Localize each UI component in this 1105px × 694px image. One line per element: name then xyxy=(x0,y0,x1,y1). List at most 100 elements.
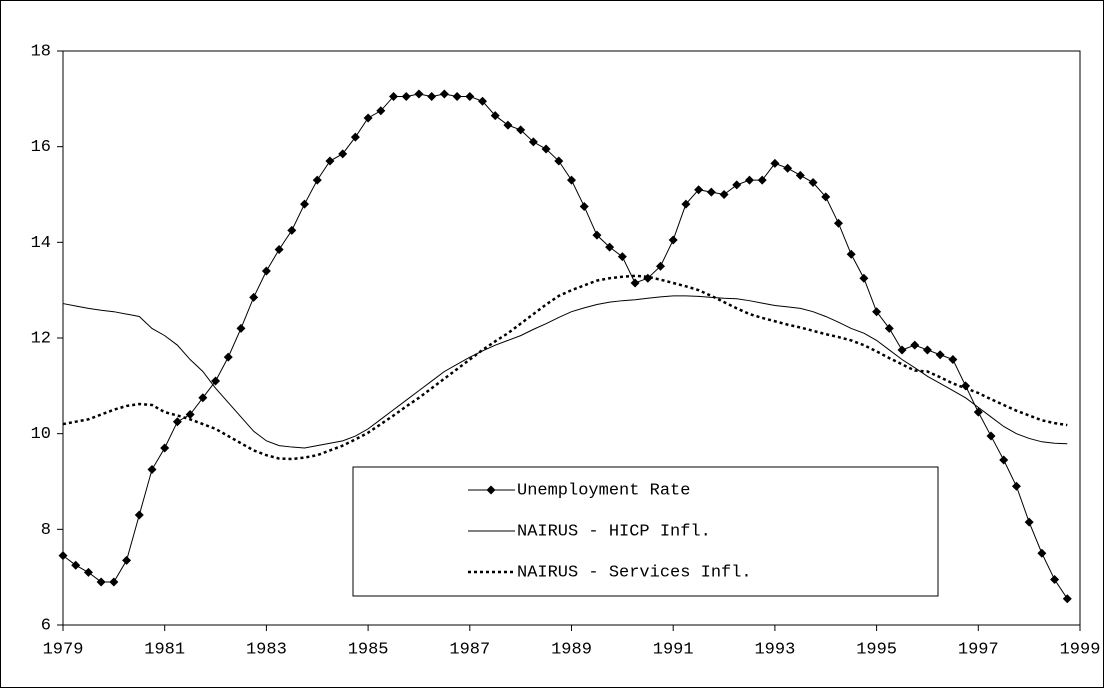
y-tick-label: 16 xyxy=(31,138,51,157)
x-tick-label: 1995 xyxy=(856,640,897,659)
point-marker xyxy=(350,132,360,142)
point-marker xyxy=(655,261,665,271)
point-marker xyxy=(694,185,704,195)
point-marker xyxy=(401,91,411,101)
legend: Unemployment Rate NAIRUS - HICP Infl. NAIR… xyxy=(352,466,939,597)
point-marker xyxy=(211,376,221,386)
point-marker xyxy=(478,96,488,106)
point-marker xyxy=(1037,548,1047,558)
point-marker xyxy=(541,144,551,154)
point-marker xyxy=(681,199,691,209)
point-marker xyxy=(363,113,373,123)
point-marker xyxy=(1024,517,1034,527)
legend-label: NAIRUS - HICP Infl. xyxy=(517,522,711,541)
point-marker xyxy=(592,230,602,240)
point-marker xyxy=(160,443,170,453)
point-marker xyxy=(935,350,945,360)
point-marker xyxy=(922,345,932,355)
legend-marker xyxy=(486,485,496,495)
point-marker xyxy=(312,175,322,185)
point-marker xyxy=(274,245,284,255)
point-marker xyxy=(821,192,831,202)
point-marker xyxy=(376,106,386,116)
point-marker xyxy=(872,307,882,317)
x-tick-label: 1981 xyxy=(144,640,185,659)
x-tick-label: 1991 xyxy=(653,640,694,659)
point-marker xyxy=(503,120,513,130)
point-marker xyxy=(122,555,132,565)
x-tick-label: 1989 xyxy=(551,640,592,659)
point-marker xyxy=(554,156,564,166)
y-tick-label: 10 xyxy=(31,425,51,444)
point-marker xyxy=(338,149,348,159)
point-marker xyxy=(567,175,576,185)
point-marker xyxy=(897,345,907,355)
point-marker xyxy=(948,355,958,365)
point-marker xyxy=(808,178,818,188)
point-marker xyxy=(185,410,195,420)
legend-box xyxy=(352,466,939,597)
point-marker xyxy=(261,266,271,276)
point-marker xyxy=(744,175,754,185)
point-marker xyxy=(1050,575,1060,585)
series-line xyxy=(62,295,1068,449)
point-marker xyxy=(528,137,538,147)
point-marker xyxy=(884,323,894,333)
point-marker xyxy=(287,225,297,235)
point-marker xyxy=(1062,594,1072,604)
point-marker xyxy=(986,431,996,441)
point-marker xyxy=(236,323,246,333)
point-marker xyxy=(630,278,640,288)
point-marker xyxy=(910,340,920,350)
x-tick-label: 1993 xyxy=(754,640,795,659)
x-tick-label: 1983 xyxy=(246,640,287,659)
point-marker xyxy=(300,199,310,209)
point-marker xyxy=(452,91,462,101)
point-marker xyxy=(325,156,335,166)
x-tick-label: 1999 xyxy=(1060,640,1101,659)
point-marker xyxy=(147,465,157,475)
point-marker xyxy=(223,352,233,362)
point-marker xyxy=(668,235,678,245)
point-marker xyxy=(999,455,1009,465)
point-marker xyxy=(58,551,68,561)
y-tick-label: 14 xyxy=(31,234,51,253)
point-marker xyxy=(770,158,780,168)
point-marker xyxy=(389,91,399,101)
point-marker xyxy=(439,89,449,99)
y-tick-label: 18 xyxy=(31,42,51,61)
point-marker xyxy=(249,292,259,302)
point-marker xyxy=(516,125,526,135)
point-marker xyxy=(859,273,869,283)
point-marker xyxy=(605,242,615,252)
point-marker xyxy=(732,180,742,190)
series-line xyxy=(62,93,1068,599)
x-tick-label: 1997 xyxy=(958,640,999,659)
point-marker xyxy=(833,218,843,228)
point-marker xyxy=(198,393,208,403)
point-marker xyxy=(719,190,729,199)
point-marker xyxy=(706,187,716,197)
y-tick-label: 6 xyxy=(41,616,51,635)
series-line xyxy=(62,274,1068,461)
x-tick-label: 1987 xyxy=(449,640,490,659)
point-marker xyxy=(579,201,589,211)
y-tick-label: 8 xyxy=(41,521,51,540)
point-marker xyxy=(465,91,475,101)
point-marker xyxy=(795,170,805,180)
x-tick-label: 1985 xyxy=(348,640,389,659)
point-marker xyxy=(427,91,437,101)
point-marker xyxy=(172,417,182,427)
x-tick-label: 1979 xyxy=(43,640,84,659)
point-marker xyxy=(96,577,106,587)
point-marker xyxy=(414,89,424,99)
point-marker xyxy=(783,163,793,173)
point-marker xyxy=(617,252,627,262)
point-marker xyxy=(134,510,144,520)
point-marker xyxy=(83,567,93,577)
legend-label: Unemployment Rate xyxy=(517,481,690,500)
point-marker xyxy=(973,407,983,417)
y-tick-label: 12 xyxy=(31,329,51,348)
point-marker xyxy=(1011,481,1021,491)
